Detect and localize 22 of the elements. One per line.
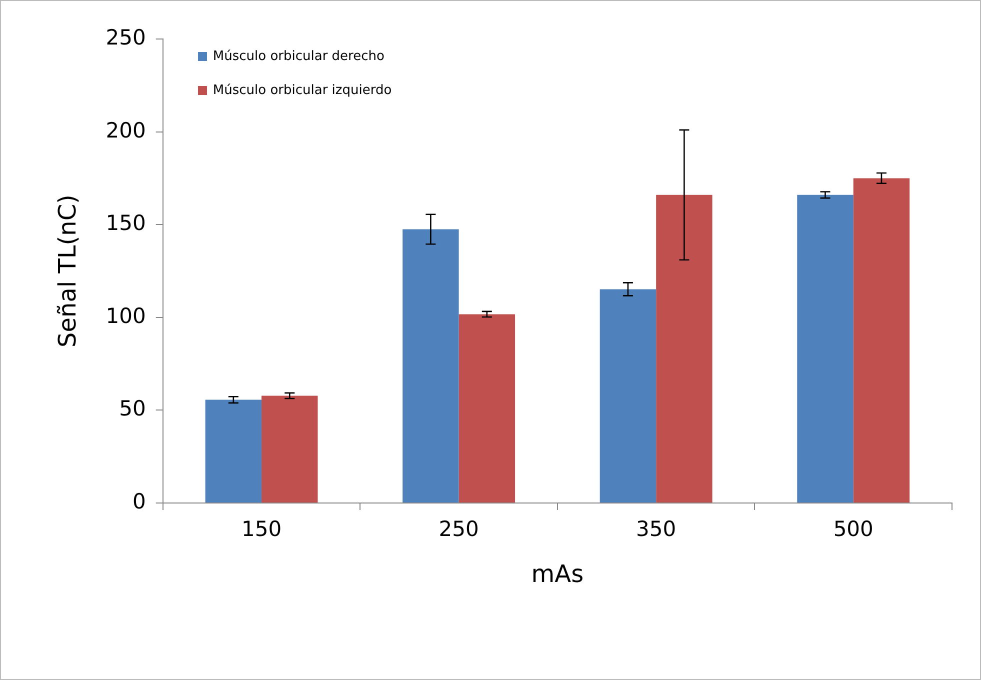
x-tick-label: 500 — [833, 517, 874, 542]
legend-label: Músculo orbicular izquierdo — [212, 82, 392, 98]
bar — [600, 289, 656, 502]
y-tick-label: 50 — [119, 396, 146, 421]
y-tick-label: 200 — [106, 118, 146, 142]
bar — [402, 229, 459, 502]
legend-label: Músculo orbicular derecho — [212, 48, 384, 64]
bar — [458, 314, 516, 502]
y-axis-title: Señal TL(nC) — [54, 194, 82, 348]
y-tick-label: 100 — [106, 304, 146, 328]
bar — [797, 194, 854, 502]
y-tick-label: 250 — [106, 25, 146, 50]
bar — [656, 194, 712, 502]
x-axis-title: mAs — [531, 560, 584, 588]
x-tick-label: 350 — [636, 517, 676, 542]
bar — [853, 178, 910, 502]
y-tick-label: 0 — [132, 489, 146, 514]
bar — [205, 400, 262, 502]
bar — [262, 396, 318, 502]
x-tick-label: 150 — [241, 517, 282, 542]
x-tick-label: 250 — [438, 517, 479, 542]
y-tick-label: 150 — [106, 211, 146, 236]
